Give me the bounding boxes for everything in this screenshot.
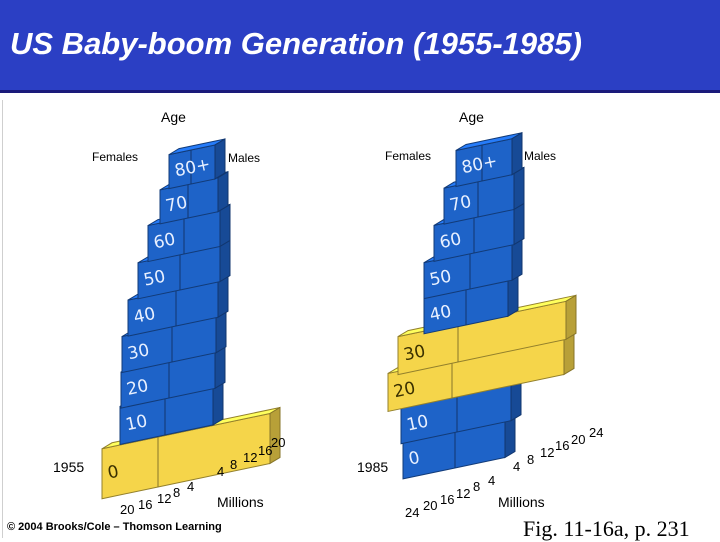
- tick-1985-female-16: 16: [440, 492, 455, 507]
- age-group-label: 60: [152, 229, 177, 253]
- age-band-80-plus-1955: 80+: [168, 138, 226, 190]
- age-group-label: 30: [126, 340, 151, 364]
- year-label-1955: 1955: [53, 459, 85, 475]
- age-axis-label-1985: Age: [459, 109, 484, 125]
- age-group-label: 60: [438, 229, 463, 253]
- age-group-label: 70: [448, 192, 473, 216]
- females-label-1985: Females: [385, 149, 432, 163]
- slide-title: US Baby-boom Generation (1955-1985): [10, 26, 582, 61]
- age-group-label: 0: [407, 448, 422, 470]
- tick-1955-male-12: 12: [243, 450, 258, 465]
- age-axis-label-1955: Age: [161, 109, 186, 125]
- tick-1985-male-4: 4: [513, 459, 521, 474]
- band-side-face: [219, 203, 231, 248]
- age-group-label: 40: [132, 304, 157, 328]
- band-side-face: [269, 406, 281, 465]
- tick-1985-male-8: 8: [527, 452, 535, 467]
- title-divider: [0, 90, 720, 93]
- figure-reference: Fig. 11-16a, p. 231: [523, 516, 690, 541]
- tick-1985-male-12: 12: [540, 445, 555, 460]
- age-band-80-plus-1985: 80+: [455, 131, 523, 188]
- age-group-label: 0: [106, 462, 121, 484]
- tick-1985-female-20: 20: [423, 498, 438, 513]
- age-group-label: 40: [428, 302, 453, 326]
- tick-1985-male-24: 24: [589, 425, 604, 440]
- millions-label-1985: Millions: [498, 494, 545, 510]
- tick-1955-female-20: 20: [120, 502, 135, 517]
- tick-1985-female-24: 24: [405, 505, 420, 520]
- females-label-1955: Females: [92, 150, 139, 164]
- millions-label-1955: Millions: [217, 494, 264, 510]
- tick-1985-male-20: 20: [571, 432, 586, 447]
- band-side-face: [513, 166, 525, 211]
- year-label-1985: 1985: [357, 459, 389, 475]
- tick-1955-male-8: 8: [230, 457, 238, 472]
- age-group-label: 30: [402, 341, 427, 365]
- band-side-face: [511, 131, 523, 176]
- tick-1955-female-12: 12: [157, 491, 172, 506]
- band-side-face: [565, 294, 577, 341]
- copyright-notice: © 2004 Brooks/Cole – Thomson Learning: [7, 521, 222, 533]
- tick-1955-male-16: 16: [258, 443, 273, 458]
- age-group-label: 50: [142, 267, 167, 291]
- tick-1955-female-4: 4: [187, 479, 195, 494]
- tick-1985-female-12: 12: [456, 486, 471, 501]
- age-group-label: 20: [392, 378, 417, 402]
- age-group-label: 50: [428, 266, 453, 290]
- content-frame: [2, 100, 719, 538]
- age-group-label: 20: [125, 376, 150, 400]
- males-label-1955: Males: [228, 151, 261, 165]
- tick-1955-male-4: 4: [217, 464, 225, 479]
- tick-1985-male-16: 16: [555, 438, 570, 453]
- tick-1955-male-20: 20: [271, 435, 286, 450]
- pyramid-1955: 0 10 20 30 40 50 60 70 80+: [101, 138, 281, 500]
- band-side-face: [217, 170, 229, 213]
- title-bar: [0, 0, 720, 90]
- age-group-label: 10: [124, 411, 149, 435]
- tick-1955-female-16: 16: [138, 497, 153, 512]
- age-group-label: 10: [405, 412, 430, 436]
- age-group-label: 70: [164, 193, 189, 217]
- males-label-1985: Males: [524, 149, 557, 163]
- tick-1985-female-8: 8: [473, 479, 481, 494]
- tick-1985-female-4: 4: [488, 473, 496, 488]
- band-side-face: [214, 138, 226, 180]
- tick-1955-female-8: 8: [173, 485, 181, 500]
